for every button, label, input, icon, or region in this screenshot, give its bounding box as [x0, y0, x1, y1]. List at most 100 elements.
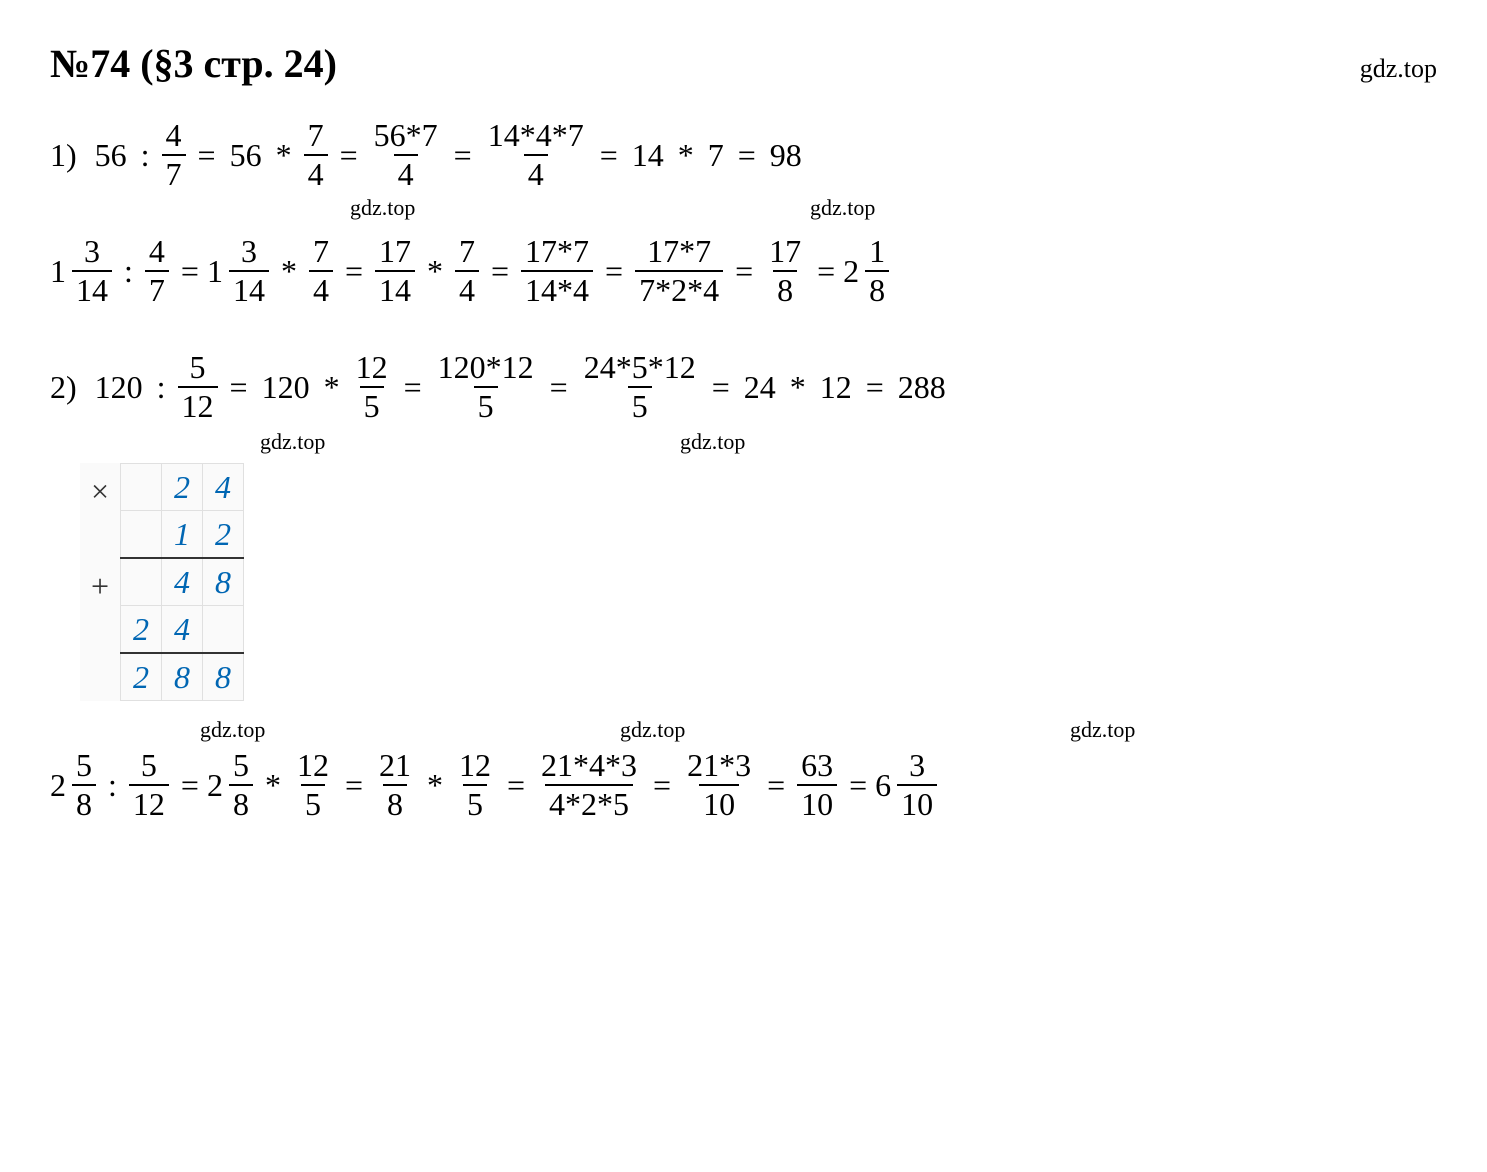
equals-op: = [345, 767, 363, 804]
numerator: 1 [865, 233, 889, 270]
numerator: 5 [229, 747, 253, 784]
denominator: 4 [394, 154, 418, 193]
long-multiplication: × 2 4 1 2 + 4 8 2 4 2 8 8 [80, 463, 244, 701]
star-op: * [281, 253, 297, 290]
numerator: 7 [309, 233, 333, 270]
fraction: 120*12 5 [434, 349, 538, 425]
calc-cell: 4 [162, 558, 203, 606]
val: 56 [230, 137, 262, 174]
numerator: 17*7 [521, 233, 593, 270]
star-op: * [678, 137, 694, 174]
fraction: 3 14 [229, 233, 269, 309]
denominator: 14 [229, 270, 269, 309]
mixed-result: 6 3 10 [875, 747, 941, 823]
equals-op: = [712, 369, 730, 406]
fraction: 24*5*12 5 [580, 349, 700, 425]
equals-op: = [340, 137, 358, 174]
watermark-float: gdz.top [200, 717, 265, 743]
p2-label: 2) [50, 369, 77, 406]
denominator: 10 [897, 784, 937, 823]
equals-op: = [345, 253, 363, 290]
whole: 1 [207, 253, 223, 290]
fraction: 17 14 [375, 233, 415, 309]
denominator: 5 [301, 784, 325, 823]
denominator: 7 [145, 270, 169, 309]
star-op: * [790, 369, 806, 406]
colon-op: : [124, 253, 133, 290]
calc-cell: 8 [203, 558, 244, 606]
fraction: 21 8 [375, 747, 415, 823]
fraction: 7 4 [309, 233, 333, 309]
mixed-number: 2 5 8 [207, 747, 257, 823]
equals-op: = [404, 369, 422, 406]
result: 288 [898, 369, 946, 406]
val: 24 [744, 369, 776, 406]
calc-cell [121, 511, 162, 559]
denominator: 12 [129, 784, 169, 823]
numerator: 17*7 [643, 233, 715, 270]
watermark-float: gdz.top [810, 195, 875, 221]
equals-op: = [198, 137, 216, 174]
denominator: 5 [360, 386, 384, 425]
numerator: 4 [145, 233, 169, 270]
denominator: 4 [309, 270, 333, 309]
equals-op: = [735, 253, 753, 290]
fraction: 17 8 [765, 233, 805, 309]
equals-op: = [849, 767, 867, 804]
calc-cell: 8 [203, 653, 244, 701]
calc-cell: 4 [203, 464, 244, 511]
calc-cell [203, 606, 244, 654]
fraction: 3 14 [72, 233, 112, 309]
denominator: 14*4 [521, 270, 593, 309]
header: №74 (§3 стр. 24) gdz.top [50, 40, 1437, 87]
denominator: 8 [383, 784, 407, 823]
star-op: * [427, 767, 443, 804]
denominator: 14 [72, 270, 112, 309]
equals-op: = [600, 137, 618, 174]
denominator: 4 [304, 154, 328, 193]
p1-line1: 1) 56 : 4 7 = 56 * 7 4 = 56*7 4 = 14*4*7… [50, 117, 1437, 193]
mixed-result: 2 1 8 [843, 233, 893, 309]
calc-cell: 8 [162, 653, 203, 701]
calc-cell: 2 [203, 511, 244, 559]
star-op: * [276, 137, 292, 174]
equals-op: = [817, 253, 835, 290]
fraction: 4 7 [162, 117, 186, 193]
numerator: 120*12 [434, 349, 538, 386]
numerator: 12 [455, 747, 495, 784]
equals-op: = [181, 767, 199, 804]
numerator: 7 [304, 117, 328, 154]
colon-op: : [157, 369, 166, 406]
denominator: 8 [229, 784, 253, 823]
whole: 2 [843, 253, 859, 290]
calc-cell: 2 [121, 606, 162, 654]
equals-op: = [181, 253, 199, 290]
fraction: 14*4*7 4 [484, 117, 588, 193]
val: 56 [95, 137, 127, 174]
numerator: 3 [237, 233, 261, 270]
denominator: 8 [865, 270, 889, 309]
watermark-top: gdz.top [1360, 54, 1437, 84]
numerator: 14*4*7 [484, 117, 588, 154]
watermark-float: gdz.top [1070, 717, 1135, 743]
fraction: 5 12 [129, 747, 169, 823]
numerator: 5 [137, 747, 161, 784]
equals-op: = [605, 253, 623, 290]
fraction: 21*3 10 [683, 747, 755, 823]
equals-op: = [550, 369, 568, 406]
denominator: 8 [72, 784, 96, 823]
calc-cell [121, 464, 162, 511]
watermark-float: gdz.top [680, 429, 745, 455]
val: 12 [820, 369, 852, 406]
denominator: 7*2*4 [635, 270, 723, 309]
fraction: 5 8 [229, 747, 253, 823]
fraction: 12 5 [455, 747, 495, 823]
denominator: 7 [162, 154, 186, 193]
val: 7 [708, 137, 724, 174]
numerator: 3 [905, 747, 929, 784]
star-op: * [427, 253, 443, 290]
calc-cell [121, 558, 162, 606]
numerator: 56*7 [370, 117, 442, 154]
numerator: 21*4*3 [537, 747, 641, 784]
whole: 1 [50, 253, 66, 290]
